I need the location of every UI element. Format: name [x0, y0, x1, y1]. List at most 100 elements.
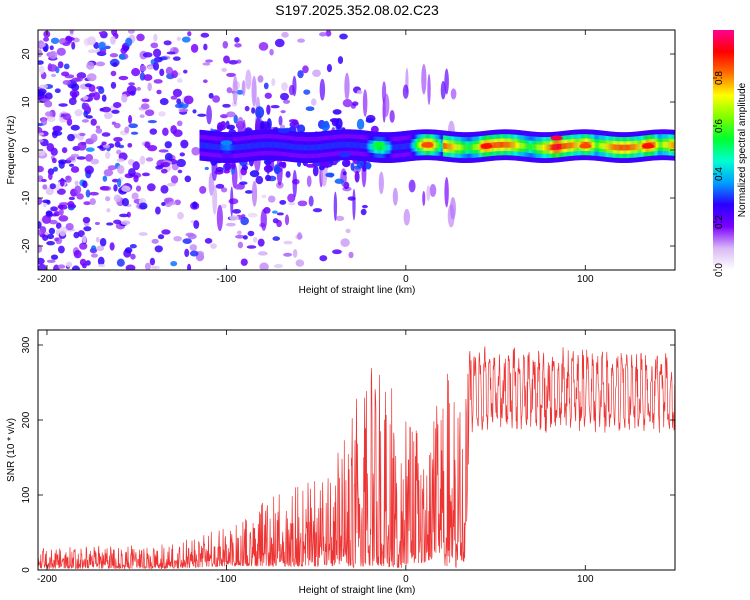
spectral-blob [351, 101, 359, 107]
spectral-blob [38, 88, 47, 95]
spectral-blob [69, 30, 74, 34]
spectral-blob [259, 262, 269, 270]
ridge-cell [317, 144, 320, 150]
ridge-peak [421, 142, 434, 148]
ridge-cell [337, 142, 340, 148]
y-tick-label: 0 [21, 147, 32, 153]
spectral-blob [234, 36, 240, 43]
spectral-blob [225, 222, 236, 227]
spectral-blob [112, 101, 122, 108]
spectral-blob [170, 175, 179, 184]
ridge-cell [297, 144, 300, 151]
spectral-blob [121, 185, 131, 192]
ridge-cell [672, 142, 674, 149]
spectral-blob [252, 236, 258, 243]
ridge-cell [528, 143, 531, 150]
spectral-blob [109, 53, 119, 58]
ridge-cell [439, 142, 442, 149]
spectral-blob [136, 86, 142, 91]
ridge-cell [404, 143, 406, 150]
snr-y-label: SNR (10 * v/v) [6, 418, 17, 482]
ridge-cell [390, 144, 392, 151]
ridge-cell [478, 143, 481, 150]
spectrogram-marks [38, 30, 675, 270]
spectral-blob [59, 230, 66, 237]
spectral-blob [365, 161, 372, 170]
ridge-cell [295, 144, 298, 150]
ridge-cell [568, 142, 571, 149]
colorbar-label: Normalized spectral amplitude [737, 82, 748, 217]
spectral-blob [113, 219, 122, 225]
spectral-blob [125, 37, 133, 47]
ridge-cell [508, 141, 511, 148]
spectral-blob [160, 168, 168, 174]
spectral-blob [38, 264, 47, 270]
ridge-cell [280, 142, 283, 149]
ridge-cell [308, 144, 311, 151]
spectral-blob [312, 208, 323, 213]
ridge-cell [535, 144, 538, 151]
ridge-peak [642, 143, 655, 149]
spectral-blob [96, 245, 105, 252]
ridge-cell [312, 144, 315, 151]
spectral-blob [48, 50, 58, 60]
ridge-cell [400, 143, 403, 150]
ridge-cell [661, 141, 664, 148]
spectral-blob [38, 49, 43, 58]
spectral-blob [38, 229, 44, 236]
spectral-blob [85, 153, 94, 162]
ridge-cell [376, 144, 378, 151]
ridge-cell [502, 141, 504, 148]
spectrogram-y-label: Frequency (Hz) [6, 116, 17, 185]
ridge-cell [569, 142, 572, 149]
spectral-blob [66, 157, 76, 161]
spectral-blob [144, 262, 151, 270]
spectral-blob [158, 149, 169, 153]
ridge-cell [358, 142, 361, 149]
ridge-cell [418, 142, 420, 148]
spectral-blob [365, 117, 375, 123]
spectral-blob [220, 114, 229, 119]
ridge-cell [327, 143, 330, 149]
spectral-blob [153, 56, 163, 63]
ridge-cell [444, 143, 447, 150]
ridge-cell [512, 142, 515, 148]
ridge-cell [465, 144, 468, 151]
spectral-blob [154, 245, 163, 253]
ridge-cell [606, 143, 609, 150]
ridge-cell [271, 141, 274, 148]
ridge-cell [243, 143, 246, 150]
spectral-blob [151, 238, 159, 244]
ridge-cell [658, 141, 660, 148]
spectral-blob [280, 92, 290, 101]
ridge-cell [546, 144, 548, 151]
y-tick-label: 10 [21, 96, 32, 108]
spectral-blob [142, 52, 153, 58]
spectral-streak [449, 197, 456, 220]
spectral-blob [239, 181, 248, 185]
spectral-blob [234, 43, 242, 48]
ridge-cell [470, 144, 473, 151]
ridge-cell [330, 142, 333, 149]
ridge-cell [387, 144, 390, 151]
spectral-blob [95, 236, 100, 243]
ridge-cell [461, 144, 463, 151]
ridge-cell [380, 144, 383, 151]
ridge-cell [286, 143, 289, 149]
spectral-blob [155, 206, 161, 215]
spectral-streak [206, 105, 212, 125]
spectral-blob [49, 183, 56, 190]
ridge-cell [667, 141, 670, 148]
ridge-cell [320, 144, 322, 150]
spectral-blob [258, 251, 268, 256]
ridge-cell [284, 142, 287, 149]
spectral-blob [62, 80, 72, 86]
spectral-blob [118, 53, 126, 60]
ridge-cell [341, 141, 344, 148]
spectral-blob [136, 33, 145, 42]
spectral-blob [83, 226, 92, 232]
ridge-cell [224, 144, 227, 151]
spectral-blob [170, 261, 178, 267]
y-tick-label: 20 [21, 48, 32, 60]
